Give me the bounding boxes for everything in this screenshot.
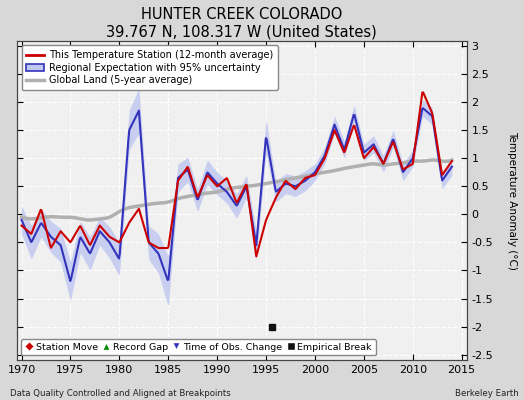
Text: Berkeley Earth: Berkeley Earth bbox=[455, 389, 519, 398]
Legend: Station Move, Record Gap, Time of Obs. Change, Empirical Break: Station Move, Record Gap, Time of Obs. C… bbox=[21, 339, 376, 356]
Title: HUNTER CREEK COLORADO
39.767 N, 108.317 W (United States): HUNTER CREEK COLORADO 39.767 N, 108.317 … bbox=[106, 7, 377, 39]
Y-axis label: Temperature Anomaly (°C): Temperature Anomaly (°C) bbox=[507, 131, 517, 270]
Text: Data Quality Controlled and Aligned at Breakpoints: Data Quality Controlled and Aligned at B… bbox=[10, 389, 231, 398]
